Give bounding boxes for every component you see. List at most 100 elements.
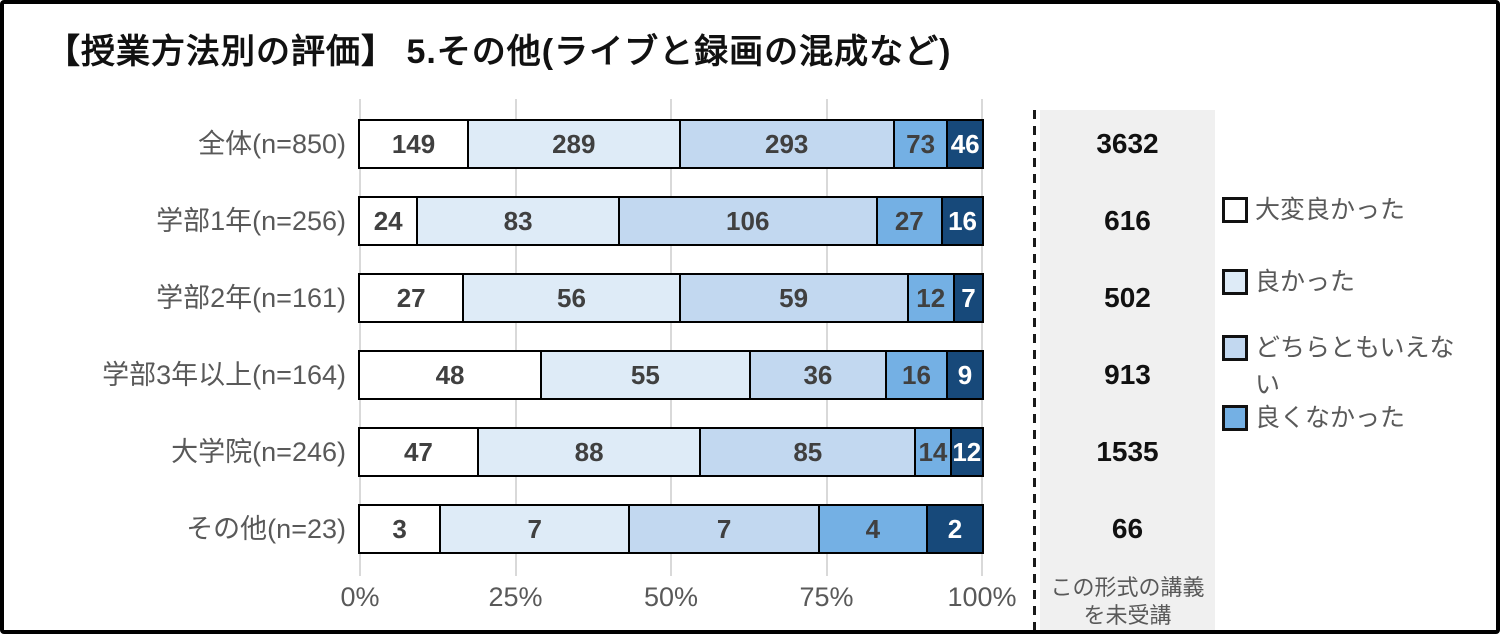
dashed-divider-line [1033,110,1036,630]
bar-segment: 27 [877,198,944,244]
bar-value-label: 88 [574,437,604,467]
legend-item: 良かった [1222,264,1477,301]
bar-row: 149 289 293 73 46 [358,119,984,169]
bar-segment: 73 [894,121,949,167]
bar-value-label: 293 [765,129,809,159]
bar-value-label: 3 [392,514,407,544]
x-tick-label: 75% [799,582,854,612]
bar-segment: 14 [916,429,952,475]
row-label: 全体(n=850) [198,129,346,159]
x-tick-label: 100% [947,582,1017,612]
bar-value-label: 48 [435,360,465,390]
bar-segment: 3 [360,506,442,552]
row-label: 大学院(n=246) [171,437,346,467]
bar-value-label: 4 [865,514,881,544]
legend-label: どちらともいえない [1255,334,1455,399]
gridline [359,99,361,576]
row-label: 学部1年(n=256) [156,206,346,236]
bar-value-label: 16 [902,360,931,390]
bar-segment: 55 [542,352,751,398]
bar-segment: 7 [441,506,631,552]
bar-value-label: 55 [630,360,660,390]
bar-value-label: 47 [403,437,433,467]
bar-segment: 56 [464,275,681,321]
legend-swatch [1222,269,1248,295]
bar-value-label: 2 [947,514,963,544]
bar-value-label: 289 [552,129,596,159]
bar-value-label: 16 [948,206,978,236]
bar-value-label: 12 [916,283,946,313]
bar-value-label: 27 [396,283,426,313]
gridline [514,99,517,576]
legend: 大変良かった 良かったどちらともいえない良くなかった [1222,189,1496,469]
bar-row: 24 83 106 27 16 [358,196,984,246]
bar-segment: 85 [701,429,917,475]
bar-segment: 293 [680,121,895,167]
legend-label: 良くなかった [1255,404,1406,432]
legend-label: 大変良かった [1255,196,1406,224]
gridline [825,99,828,576]
bar-segment: 12 [951,429,982,475]
bar-value-label: 149 [391,129,436,159]
side-total-value: 913 [1104,359,1151,390]
row-label: 学部2年(n=161) [156,283,346,313]
legend-swatch [1222,405,1248,431]
legend-swatch [1222,335,1248,361]
side-total-value: 1535 [1096,436,1159,467]
chart-title: 【授業方法別の評価】 5.その他(ライブと録画の混成など) [46,33,952,71]
bar-value-label: 27 [894,206,924,236]
bar-segment: 9 [947,352,982,398]
side-total-value: 3632 [1096,128,1159,159]
side-panel: この形式の講義 を未受講 3632 616 502 913 1535 66 [1040,110,1215,630]
side-total-value: 66 [1111,513,1144,544]
side-panel-caption: この形式の講義 を未受講 [1040,574,1215,630]
bar-segment: 88 [478,429,702,475]
side-panel-caption-line2: を未受講 [1083,603,1172,628]
bar-value-label: 83 [503,206,533,236]
bar-row: 48 55 36 16 9 [358,350,984,400]
legend-label: 良かった [1255,268,1356,296]
gridline [670,99,672,576]
gridline [981,99,983,576]
bar-row: 47 88 85 14 12 [358,427,984,477]
bar-segment: 47 [360,429,479,475]
bar-row: 27 56 59 12 7 [358,273,984,323]
legend-item: どちらともいえない [1222,330,1477,404]
row-label: 学部3年以上(n=164) [102,360,346,390]
bar-value-label: 56 [557,283,586,313]
bar-segment: 289 [469,121,681,167]
bar-segment: 16 [943,198,982,244]
bar-segment: 24 [360,198,419,244]
legend-swatch [1222,197,1248,223]
bar-segment: 46 [948,121,982,167]
bar-value-label: 9 [957,360,973,390]
bar-value-label: 24 [373,206,403,236]
bar-segment: 16 [887,352,948,398]
bar-segment: 27 [360,275,465,321]
bar-segment: 149 [360,121,470,167]
x-tick-label: 50% [643,582,699,612]
row-label: その他(n=23) [186,514,346,544]
bar-value-label: 7 [716,514,732,544]
bar-segment: 83 [418,198,620,244]
bar-segment: 48 [360,352,543,398]
bar-value-label: 59 [779,283,809,313]
bar-value-label: 36 [803,360,833,390]
bar-value-label: 46 [950,129,980,159]
x-tick-label: 0% [340,582,380,612]
bar-segment: 36 [750,352,888,398]
bar-value-label: 106 [726,206,770,236]
bar-segment: 106 [619,198,878,244]
bar-value-label: 12 [952,437,982,467]
bar-value-label: 14 [918,437,948,467]
bar-value-label: 7 [527,514,542,544]
bar-value-label: 7 [961,283,976,313]
side-total-value: 616 [1104,205,1151,236]
bar-segment: 7 [954,275,982,321]
bar-segment: 59 [680,275,909,321]
bar-segment: 7 [630,506,820,552]
legend-item: 大変良かった [1222,192,1477,229]
side-total-value: 502 [1104,282,1151,313]
plot-area: 149 289 293 73 46 24 83 106 27 16 27 56 59 12 7 48 55 36 1… [358,99,984,576]
